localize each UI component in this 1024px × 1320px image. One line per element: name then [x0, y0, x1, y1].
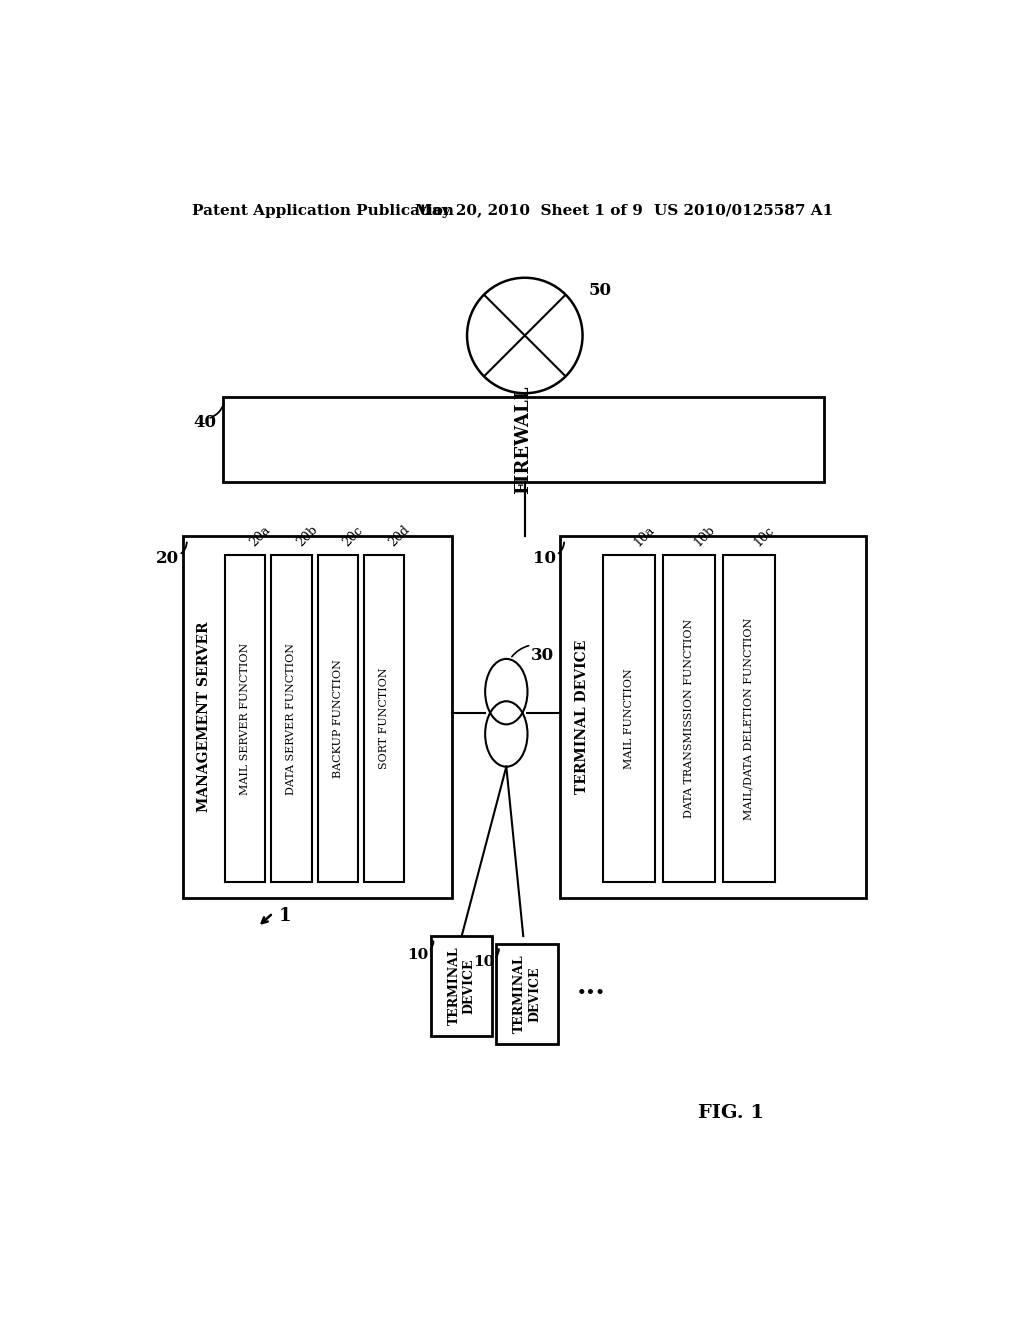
- Bar: [183, 536, 453, 898]
- Bar: [225, 554, 265, 882]
- Text: 40: 40: [194, 414, 217, 432]
- Bar: [663, 554, 715, 882]
- Bar: [271, 554, 311, 882]
- Text: Patent Application Publication: Patent Application Publication: [193, 203, 455, 218]
- Bar: [602, 554, 655, 882]
- Bar: [497, 944, 558, 1044]
- Text: 20d: 20d: [386, 523, 413, 549]
- Text: 30: 30: [531, 647, 554, 664]
- Bar: [431, 936, 493, 1036]
- Text: TERMINAL
DEVICE: TERMINAL DEVICE: [513, 954, 541, 1034]
- Text: MAIL/DATA DELETION FUNCTION: MAIL/DATA DELETION FUNCTION: [743, 618, 754, 820]
- Text: 10a: 10a: [631, 523, 656, 549]
- Text: MAIL SERVER FUNCTION: MAIL SERVER FUNCTION: [241, 643, 250, 795]
- Text: SORT FUNCTION: SORT FUNCTION: [379, 668, 389, 770]
- Text: MANAGEMENT SERVER: MANAGEMENT SERVER: [198, 622, 212, 812]
- Text: MAIL FUNCTION: MAIL FUNCTION: [624, 668, 634, 770]
- Text: FIREWALL: FIREWALL: [514, 385, 532, 494]
- Text: TERMINAL
DEVICE: TERMINAL DEVICE: [447, 946, 476, 1026]
- Text: 50: 50: [589, 281, 611, 298]
- Text: TERMINAL DEVICE: TERMINAL DEVICE: [574, 639, 589, 793]
- Bar: [317, 554, 357, 882]
- Text: 20b: 20b: [294, 523, 319, 549]
- Text: 10b: 10b: [691, 523, 718, 549]
- Text: 20c: 20c: [340, 524, 366, 549]
- Bar: [723, 554, 775, 882]
- Text: May 20, 2010  Sheet 1 of 9: May 20, 2010 Sheet 1 of 9: [416, 203, 643, 218]
- Text: ...: ...: [578, 973, 606, 999]
- Text: 20a: 20a: [248, 523, 273, 549]
- Text: 10: 10: [473, 956, 494, 969]
- Text: DATA TRANSMISSION FUNCTION: DATA TRANSMISSION FUNCTION: [684, 619, 694, 818]
- Text: 1: 1: [279, 907, 291, 925]
- Text: 10: 10: [408, 948, 429, 962]
- Text: 10c: 10c: [752, 523, 776, 549]
- Text: DATA SERVER FUNCTION: DATA SERVER FUNCTION: [287, 643, 297, 795]
- Bar: [364, 554, 403, 882]
- Text: BACKUP FUNCTION: BACKUP FUNCTION: [333, 659, 343, 777]
- Text: 20: 20: [156, 549, 179, 566]
- Bar: [223, 397, 823, 482]
- Text: FIG. 1: FIG. 1: [698, 1105, 764, 1122]
- Bar: [560, 536, 866, 898]
- Text: US 2010/0125587 A1: US 2010/0125587 A1: [654, 203, 834, 218]
- Text: 10: 10: [534, 549, 556, 566]
